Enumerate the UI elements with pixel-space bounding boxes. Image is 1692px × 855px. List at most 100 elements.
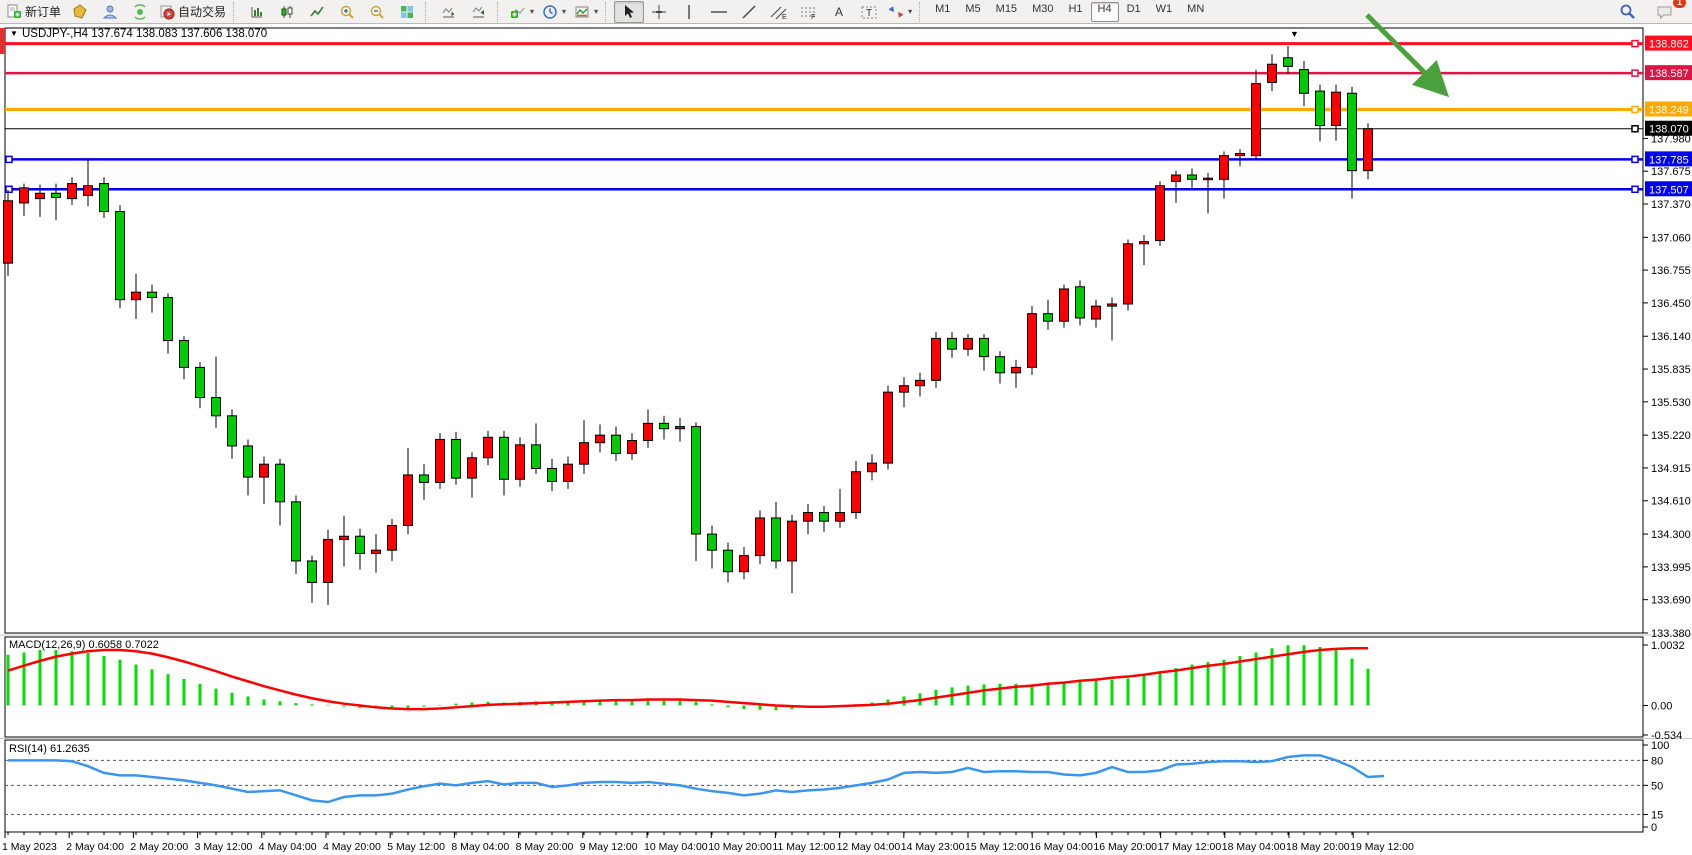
rsi-indicator: RSI(14) 61.2635 100 80 50 150 (5, 740, 1669, 834)
timeframe-d1-button[interactable]: D1 (1126, 2, 1141, 15)
candle-bear (995, 356, 1005, 374)
candle-bear (499, 436, 509, 480)
candle-bull (1203, 177, 1213, 181)
symbol-title: USDJPY-,H4 137.674 138.083 137.606 138.0… (22, 28, 267, 40)
notification-badge: 1 (1672, 0, 1686, 8)
hline-handle[interactable] (1631, 39, 1639, 48)
price-label-box (1645, 65, 1692, 81)
time-label: 15 May 12:00 (965, 841, 1029, 853)
candle-bear (147, 291, 157, 299)
symbol-dropdown-marker[interactable]: ▼ (10, 29, 18, 38)
auto-scroll-button[interactable] (434, 1, 464, 23)
timeframe-w1-button[interactable]: W1 (1155, 2, 1173, 15)
time-label: 9 May 12:00 (580, 841, 638, 853)
line-chart-button[interactable] (302, 1, 332, 23)
candle-bear (611, 434, 621, 454)
candle-bear (691, 426, 701, 535)
chevron-down-icon: ▾ (530, 7, 535, 16)
autotrade-button[interactable]: 自动交易 (155, 1, 230, 23)
separator (425, 1, 431, 22)
timeframe-h4-button[interactable]: H4 (1090, 1, 1119, 22)
candles (3, 45, 1373, 606)
hline-handle[interactable] (1631, 69, 1639, 77)
chart-shift-button[interactable] (464, 1, 494, 23)
chart-canvas[interactable]: 137.980 137.675 137.370 137.060 136.755 136.4… (0, 13, 1692, 855)
bar-chart-button[interactable] (242, 1, 272, 23)
timeframe-mn-button[interactable]: MN (1187, 2, 1205, 15)
macd-indicator: MACD(12,26,9) 0.6058 0.7022 1.0032 0.00 -0.… (6, 639, 1685, 742)
equidistant-channel-tool-button[interactable]: E (764, 1, 794, 23)
svg-text:A: A (835, 5, 843, 19)
candle-bull (803, 512, 813, 522)
zoom-out-button[interactable] (362, 1, 392, 23)
chart-area[interactable]: 137.980 137.675 137.370 137.060 136.755 136.4… (0, 13, 1692, 855)
autotrade-icon (159, 4, 175, 20)
hline-handle[interactable] (1631, 185, 1639, 194)
hline-handle[interactable] (1631, 124, 1639, 133)
timeframe-h1-button[interactable]: H1 (1068, 2, 1083, 15)
rsi-axis-label: 50 (1651, 780, 1663, 792)
candle-bear (707, 533, 717, 551)
tile-windows-icon (399, 4, 415, 20)
hline-handle[interactable] (5, 155, 13, 164)
candle-bull (1139, 241, 1149, 245)
price-tick-label: 136.140 (1651, 331, 1691, 343)
market-watch-button[interactable] (65, 1, 95, 23)
price-tick-label: 135.530 (1651, 397, 1691, 409)
time-label: 4 May 04:00 (259, 841, 317, 853)
price-tick-label: 134.915 (1651, 463, 1691, 475)
candle-bull (595, 434, 605, 444)
candle-bear (243, 445, 253, 478)
svg-text:F: F (811, 14, 815, 20)
macd-axis-label: 1.0032 (1651, 640, 1685, 652)
text-tool-button[interactable]: A (824, 1, 854, 23)
time-axis[interactable]: 1 May 2023 2 May 04:00 2 May 20:00 3 May 12… (2, 832, 1414, 853)
cursor-tool-button[interactable] (614, 0, 645, 23)
hline-handle[interactable] (5, 185, 13, 194)
fibo-icon: F (800, 4, 818, 20)
candle-bull (563, 463, 573, 482)
hline-handle[interactable] (1631, 105, 1639, 114)
timeframe-m5-button[interactable]: M5 (965, 2, 981, 15)
timeframe-m1-button[interactable]: M1 (935, 2, 951, 15)
separator (497, 1, 503, 22)
new-order-button[interactable]: 新订单 (2, 1, 65, 23)
candle-bear (51, 192, 61, 199)
oneclick-tab[interactable] (0, 28, 5, 54)
signals-button[interactable] (125, 1, 155, 23)
text-label-tool-button[interactable]: T (854, 1, 884, 23)
candlestick-chart-button[interactable] (272, 1, 302, 23)
horizontal-line-tool-button[interactable] (704, 1, 734, 23)
trendline-tool-button[interactable] (734, 1, 764, 23)
price-label-box (1645, 151, 1692, 167)
price-label-text: 138.587 (1649, 68, 1689, 80)
zoom-in-button[interactable] (332, 1, 362, 23)
hline-handle[interactable] (1631, 155, 1639, 164)
tile-windows-button[interactable] (392, 1, 422, 23)
vertical-line-icon (684, 4, 694, 20)
templates-button[interactable]: ▾ (570, 1, 602, 23)
price-tick-label: 137.980 (1651, 133, 1691, 145)
toolbar: 新订单 自动交易 (0, 0, 1692, 24)
green-arrow-annotation[interactable] (1365, 13, 1450, 98)
periods-button[interactable]: ▾ (538, 1, 570, 23)
chart-shift-icon (471, 4, 487, 20)
fibonacci-tool-button[interactable]: F (794, 1, 824, 23)
search-button[interactable] (1612, 1, 1642, 23)
price-tick-label: 137.675 (1651, 166, 1691, 178)
arrows-tool-button[interactable]: ▾ (884, 1, 916, 23)
price-label-box (1645, 120, 1692, 136)
price-label-text: 138.249 (1649, 104, 1689, 116)
main-pane (4, 27, 1644, 634)
candle-bear (115, 211, 125, 301)
vertical-line-tool-button[interactable] (674, 1, 704, 23)
trendline-icon (741, 4, 757, 20)
timeframe-m15-button[interactable]: M15 (995, 2, 1018, 15)
data-window-button[interactable] (95, 1, 125, 23)
candle-bear (1043, 313, 1053, 322)
notifications-button[interactable]: 1 (1650, 0, 1686, 23)
indicators-button[interactable]: ▾ (506, 1, 538, 23)
time-label: 11 May 12:00 (772, 841, 835, 853)
timeframe-m30-button[interactable]: M30 (1032, 2, 1054, 15)
crosshair-tool-button[interactable] (644, 1, 674, 23)
